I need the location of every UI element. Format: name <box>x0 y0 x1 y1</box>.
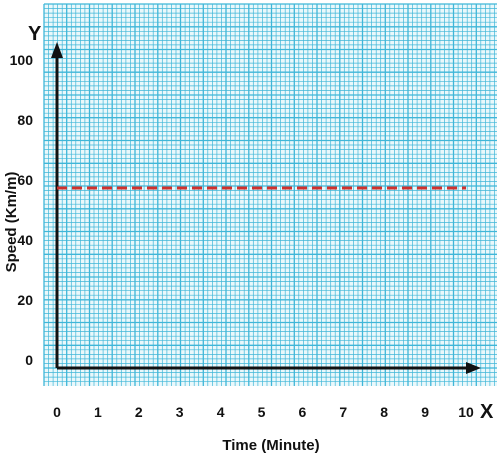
x-tick-label: 6 <box>299 404 307 420</box>
y-tick-label: 0 <box>25 352 33 368</box>
x-tick-label: 4 <box>217 404 225 420</box>
y-axis-arrow <box>51 42 63 58</box>
x-tick-label: 5 <box>258 404 266 420</box>
y-tick-label: 60 <box>17 172 33 188</box>
y-tick-label: 40 <box>17 232 33 248</box>
x-tick-label: 7 <box>339 404 347 420</box>
graph-paper-grid <box>43 3 497 386</box>
x-tick-label: 10 <box>458 404 474 420</box>
y-tick-label: 20 <box>17 292 33 308</box>
x-tick-label: 2 <box>135 404 143 420</box>
y-tick-label: 100 <box>10 52 34 68</box>
axes <box>51 42 481 374</box>
y-axis-title: Speed (Km/m) <box>3 172 20 273</box>
x-tick-label: 8 <box>380 404 388 420</box>
x-tick-label: 0 <box>53 404 61 420</box>
x-axis-title: Time (Minute) <box>222 437 319 454</box>
y-tick-label: 80 <box>17 112 33 128</box>
x-axis-letter: X <box>480 401 494 423</box>
x-axis-arrow <box>466 362 481 374</box>
x-tick-label: 1 <box>94 404 102 420</box>
x-tick-label: 3 <box>176 404 184 420</box>
y-axis-letter: Y <box>28 23 42 45</box>
x-tick-label: 9 <box>421 404 429 420</box>
